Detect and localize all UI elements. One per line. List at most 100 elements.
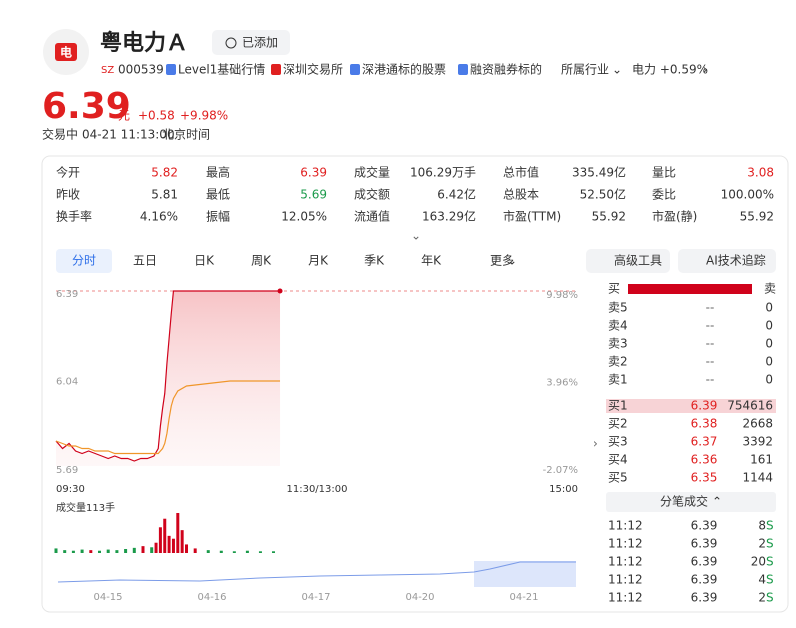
stat-value: 3.08 bbox=[747, 166, 774, 180]
tag[interactable]: 深港通标的股票 bbox=[362, 62, 446, 77]
volume-bar bbox=[193, 548, 197, 553]
volume-bar bbox=[176, 513, 180, 553]
tab[interactable]: 年K bbox=[421, 254, 442, 268]
stat-label: 最高 bbox=[206, 165, 230, 180]
tab[interactable]: 周K bbox=[251, 254, 272, 268]
volume-label: 成交量113手 bbox=[56, 501, 115, 514]
change-pct: +9.98% bbox=[180, 109, 228, 123]
book-buy: 买 bbox=[608, 282, 620, 296]
tool-button[interactable] bbox=[678, 249, 776, 273]
volume-bar bbox=[180, 530, 184, 553]
bid-label: 买5 bbox=[608, 471, 628, 485]
volume-bar bbox=[258, 551, 262, 553]
x-tick-label: 15:00 bbox=[549, 484, 578, 495]
stat-label: 换手率 bbox=[56, 209, 92, 224]
stat-label: 昨收 bbox=[56, 188, 80, 202]
tag[interactable]: Level1基础行情 bbox=[178, 63, 265, 77]
tab[interactable]: 更多 bbox=[490, 254, 514, 268]
tool-button[interactable] bbox=[586, 249, 670, 273]
volume-bar bbox=[185, 544, 188, 553]
trade-price: 6.39 bbox=[691, 555, 718, 569]
ask-volume: 0 bbox=[765, 301, 773, 315]
volume-bar bbox=[206, 550, 210, 553]
tag[interactable]: 深圳交易所 bbox=[283, 62, 343, 77]
tab[interactable]: 季K bbox=[364, 254, 385, 268]
overview-line bbox=[57, 561, 576, 583]
overview-date: 04-15 bbox=[93, 592, 122, 603]
tool[interactable]: AI技术追踪 bbox=[706, 253, 766, 268]
bid-volume: 754616 bbox=[727, 399, 773, 413]
stat-value: 55.92 bbox=[740, 210, 774, 224]
y2-tick-label: -2.07% bbox=[543, 465, 578, 476]
price-area bbox=[56, 291, 281, 466]
bid1-highlight bbox=[606, 399, 776, 413]
stock-name: 粤电力Ａ bbox=[100, 30, 188, 56]
stat-label: 市盈(TTM) bbox=[503, 209, 561, 224]
trade-time: 11:12 bbox=[608, 519, 643, 533]
trade-time: 11:12 bbox=[608, 537, 643, 551]
tab[interactable]: 日K bbox=[194, 254, 215, 268]
volume-bar bbox=[124, 549, 128, 553]
trade-side: S bbox=[766, 555, 774, 569]
stat-label: 量比 bbox=[652, 166, 676, 180]
stat-value: 6.42亿 bbox=[437, 187, 476, 202]
industry[interactable]: 所属行业 bbox=[561, 63, 609, 77]
price: 6.39 bbox=[42, 86, 131, 127]
tab[interactable]: 五日 bbox=[133, 254, 157, 268]
range-selector[interactable] bbox=[474, 561, 576, 587]
tab[interactable]: 月K bbox=[308, 254, 329, 268]
volume-bar bbox=[63, 550, 67, 553]
trades-title[interactable]: 分笔成交 bbox=[660, 494, 708, 509]
bid-label: 买4 bbox=[608, 453, 628, 467]
volume-bar bbox=[71, 550, 75, 553]
tag-icon bbox=[458, 64, 468, 75]
volume-bar bbox=[150, 547, 154, 553]
stat-value: 100.00% bbox=[721, 188, 774, 202]
ask-price: -- bbox=[706, 301, 715, 315]
trade-side: S bbox=[766, 537, 774, 551]
stat-label: 今开 bbox=[56, 165, 80, 180]
bid-price: 6.36 bbox=[691, 453, 718, 467]
volume-bar bbox=[158, 527, 162, 553]
trade-price: 6.39 bbox=[691, 537, 718, 551]
tool[interactable]: 高级工具 bbox=[614, 253, 662, 268]
tab[interactable]: 分时 bbox=[72, 254, 96, 268]
tag-icon bbox=[350, 64, 360, 75]
overview-date: 04-17 bbox=[301, 592, 330, 603]
volume-bar bbox=[245, 550, 249, 553]
tab-selected[interactable] bbox=[56, 249, 112, 273]
volume-bar bbox=[171, 538, 175, 553]
added-button[interactable] bbox=[212, 30, 290, 55]
added-label[interactable]: 已添加 bbox=[242, 36, 278, 50]
expand-icon[interactable]: ⌄ bbox=[411, 229, 421, 243]
stat-label: 流通值 bbox=[354, 209, 390, 224]
trade-time: 11:12 bbox=[608, 591, 643, 605]
bid-price: 6.39 bbox=[691, 399, 718, 413]
sector[interactable]: 电力 +0.59% bbox=[632, 63, 708, 77]
trade-volume: 20 bbox=[751, 555, 766, 569]
tag-icon bbox=[166, 64, 176, 75]
bid-label: 买2 bbox=[608, 417, 628, 431]
bid-volume: 2668 bbox=[742, 417, 773, 431]
tag[interactable]: 融资融券标的 bbox=[470, 62, 542, 77]
arrow[interactable]: › bbox=[593, 437, 598, 451]
stat-value: 52.50亿 bbox=[580, 187, 626, 202]
chevron: ⌃ bbox=[712, 495, 722, 509]
chevron: ⌄ bbox=[507, 254, 517, 268]
volume-bar bbox=[163, 518, 167, 553]
volume-bar bbox=[232, 551, 236, 553]
stat-value: 335.49亿 bbox=[572, 165, 626, 180]
volume-bar bbox=[98, 550, 101, 553]
bid-label: 买1 bbox=[608, 399, 628, 413]
volume-bar bbox=[54, 548, 58, 553]
stat-value: 12.05% bbox=[281, 210, 327, 224]
ask-label: 卖3 bbox=[608, 337, 628, 351]
trade-time: 11:12 bbox=[608, 555, 643, 569]
trades-header[interactable] bbox=[606, 492, 776, 512]
time: 04-21 11:13:00 bbox=[82, 128, 175, 142]
volume-bar bbox=[132, 547, 136, 553]
bid-price: 6.35 bbox=[691, 471, 718, 485]
y-tick-label: 5.69 bbox=[56, 465, 78, 476]
stat-value: 5.82 bbox=[151, 166, 178, 180]
